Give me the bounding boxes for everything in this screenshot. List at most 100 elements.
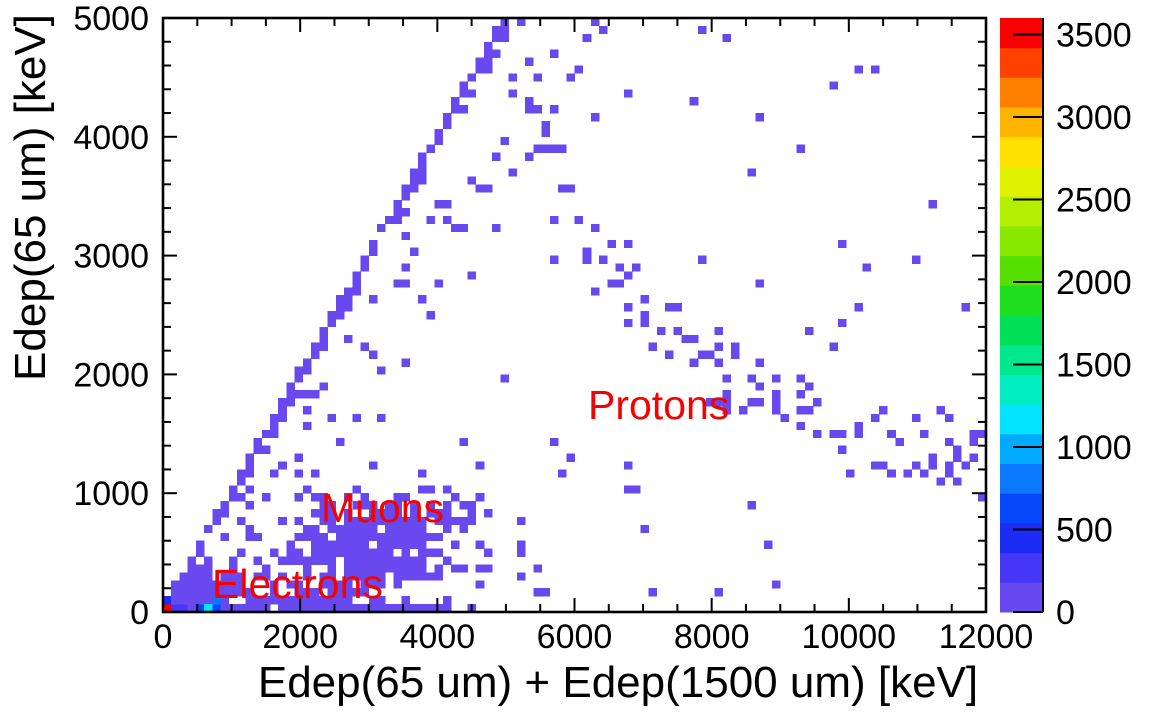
histogram-bin bbox=[253, 604, 263, 613]
histogram-bin bbox=[418, 548, 427, 557]
histogram-bin bbox=[385, 604, 394, 613]
histogram-bin bbox=[344, 588, 353, 597]
histogram-bin bbox=[294, 390, 304, 399]
histogram-bin bbox=[319, 509, 328, 518]
histogram-bin bbox=[302, 421, 312, 431]
histogram-bin bbox=[442, 120, 452, 130]
histogram-bin bbox=[673, 326, 682, 336]
histogram-bin bbox=[269, 596, 279, 605]
histogram-bin bbox=[813, 429, 822, 439]
histogram-bin bbox=[640, 311, 649, 320]
histogram-bin bbox=[376, 572, 386, 581]
histogram-bin bbox=[516, 572, 526, 581]
histogram-bin bbox=[311, 469, 320, 478]
histogram-bin bbox=[393, 524, 402, 534]
histogram-bin bbox=[418, 295, 427, 304]
histogram-bin bbox=[796, 374, 806, 383]
histogram-bin bbox=[837, 239, 847, 248]
histogram-bin bbox=[352, 501, 361, 510]
histogram-bin bbox=[483, 49, 493, 58]
histogram-bin bbox=[442, 113, 452, 122]
histogram-bin bbox=[697, 350, 707, 359]
histogram-bin bbox=[467, 501, 477, 510]
histogram-bin bbox=[656, 326, 666, 336]
histogram-bin bbox=[311, 604, 320, 613]
histogram-bin bbox=[722, 390, 732, 399]
histogram-bin bbox=[393, 501, 402, 510]
histogram-bin bbox=[195, 604, 205, 613]
histogram-bin bbox=[212, 509, 221, 518]
histogram-bin bbox=[961, 461, 970, 470]
histogram-bin bbox=[269, 429, 279, 439]
histogram-bin bbox=[344, 596, 353, 605]
histogram-bin bbox=[204, 572, 213, 581]
histogram-bin bbox=[475, 540, 485, 549]
histogram-bin bbox=[245, 461, 254, 470]
histogram-bin bbox=[714, 342, 723, 351]
histogram-bin bbox=[977, 429, 987, 439]
histogram-bin bbox=[895, 437, 904, 446]
histogram-bin bbox=[475, 564, 485, 573]
histogram-bin bbox=[837, 429, 847, 439]
histogram-bin bbox=[195, 588, 205, 597]
histogram-bin bbox=[228, 604, 238, 613]
histogram-bin bbox=[327, 588, 337, 597]
histogram-bin bbox=[344, 548, 353, 557]
histogram-bin bbox=[590, 287, 600, 296]
histogram-bin bbox=[352, 485, 361, 494]
histogram-bin bbox=[483, 41, 493, 50]
histogram-bin bbox=[319, 382, 328, 391]
histogram-bin bbox=[311, 540, 320, 549]
histogram-bin bbox=[335, 604, 345, 613]
histogram-bin bbox=[689, 334, 699, 344]
histogram-bin bbox=[961, 303, 970, 312]
histogram-bin bbox=[566, 73, 575, 82]
histogram-bin bbox=[253, 572, 263, 581]
histogram-bin bbox=[837, 445, 847, 454]
histogram-bin bbox=[681, 334, 691, 344]
histogram-bin bbox=[278, 604, 287, 613]
histogram-bin bbox=[253, 437, 263, 446]
histogram-bin bbox=[286, 540, 295, 549]
colorbar-band bbox=[1000, 18, 1043, 49]
histogram-bin bbox=[220, 509, 230, 518]
histogram-bin bbox=[401, 596, 411, 605]
histogram-bin bbox=[286, 556, 295, 565]
histogram-bin bbox=[368, 516, 378, 526]
histogram-bin bbox=[516, 18, 526, 27]
axes: 0 2000 4000 6000 8000 10000 12000 0 1000 2000 3000… bbox=[73, 0, 1033, 656]
y-tick-label: 5000 bbox=[73, 0, 149, 38]
histogram-bin bbox=[418, 540, 427, 549]
histogram-bin bbox=[607, 279, 616, 288]
histogram-bin bbox=[245, 501, 254, 510]
histogram-bin bbox=[426, 509, 435, 518]
histogram-bin bbox=[278, 406, 287, 415]
histogram-bin bbox=[368, 461, 378, 470]
histogram-bin bbox=[352, 279, 361, 288]
histogram-bin bbox=[368, 564, 378, 573]
histogram-bin bbox=[689, 97, 699, 106]
histogram-bin bbox=[936, 406, 946, 415]
histogram-bin bbox=[228, 580, 238, 589]
histogram-bin bbox=[409, 556, 419, 565]
histogram-bin bbox=[467, 271, 477, 280]
histogram-bin bbox=[401, 192, 411, 201]
colorbar-band bbox=[1000, 315, 1043, 346]
histogram-bin bbox=[451, 97, 460, 106]
histogram-bin bbox=[969, 429, 979, 439]
histogram-bin bbox=[311, 588, 320, 597]
histogram-bin bbox=[582, 247, 592, 256]
histogram-bin bbox=[368, 556, 378, 565]
histogram-bin bbox=[237, 548, 246, 557]
histogram-bin bbox=[228, 564, 238, 573]
histogram-bin bbox=[730, 350, 740, 359]
histogram-bin bbox=[360, 493, 370, 502]
histogram-bin bbox=[772, 398, 781, 407]
histogram-bin bbox=[327, 580, 337, 589]
histogram-bin bbox=[385, 509, 394, 518]
histogram-bin bbox=[237, 469, 246, 478]
histogram-bins bbox=[163, 18, 987, 613]
histogram-bin bbox=[451, 516, 460, 526]
histogram-bin bbox=[393, 532, 402, 542]
histogram-bin bbox=[459, 81, 468, 90]
